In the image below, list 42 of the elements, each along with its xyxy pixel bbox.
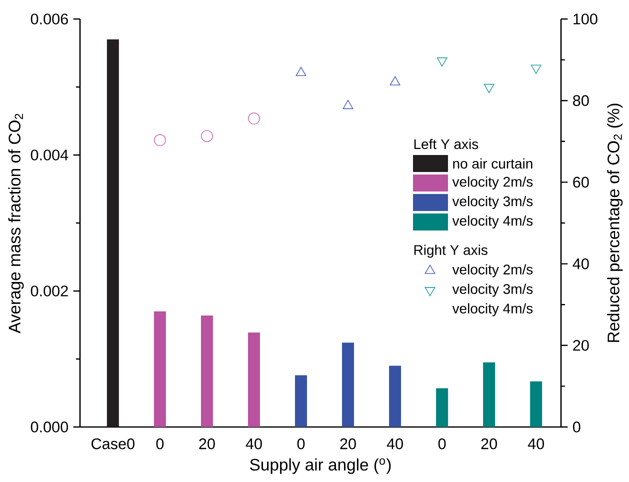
y2-tick-label: 80 [573,95,589,106]
legend-label: velocity 4m/s [452,215,533,229]
bar [106,39,119,427]
annotation: Right Y axis [414,244,488,258]
bar [530,381,542,427]
x-tick-label: 20 [340,438,356,450]
x-tick-label: 20 [481,438,497,450]
bar [200,315,213,427]
x-tick-label: 40 [386,438,403,450]
x-tick-label: 0 [297,438,305,450]
annotation: Left Y axis [414,138,478,150]
bar [154,311,166,427]
x-tick-label: 20 [199,438,215,450]
x-tick-label: Case0 [92,438,134,450]
bar [342,342,354,427]
y2-tick-label: 0 [572,422,580,432]
bar [248,332,260,427]
legend-label: velocity 2m/s [452,176,533,190]
legend-label: velocity 3m/s [452,196,533,210]
bar [436,388,448,427]
y2-axis-title: Reduced percentage of CO$_{2}$ (%) [607,104,623,342]
y-tick-label: 0.002 [30,286,68,296]
legend-label: velocity 3m/s [452,284,533,297]
x-tick-label: 40 [528,438,544,450]
y-axis-title: Average mass fraction of CO$_{2}$ [8,114,24,334]
y2-tick-label: 20 [573,340,589,351]
x-tick-label: 0 [438,438,446,450]
bar [294,375,307,427]
x-tick-label: 0 [156,438,164,450]
x-tick-label: 40 [246,438,262,450]
legend-label: velocity 2m/s [452,264,533,278]
bar [483,362,496,427]
y-tick-label: 0.004 [30,150,68,160]
y2-tick-label: 40 [572,258,589,270]
legend-label: no air curtain [453,158,532,169]
y2-tick-label: 60 [573,176,589,188]
y-tick-label: 0.006 [30,14,68,24]
annotation: velocity 4m/s [452,303,533,316]
y-tick-label: 0.000 [30,422,68,432]
x-axis-title: Supply air angle ($^{o}$) [250,458,391,474]
y2-tick-label: 100 [574,14,598,24]
bar [389,366,402,427]
